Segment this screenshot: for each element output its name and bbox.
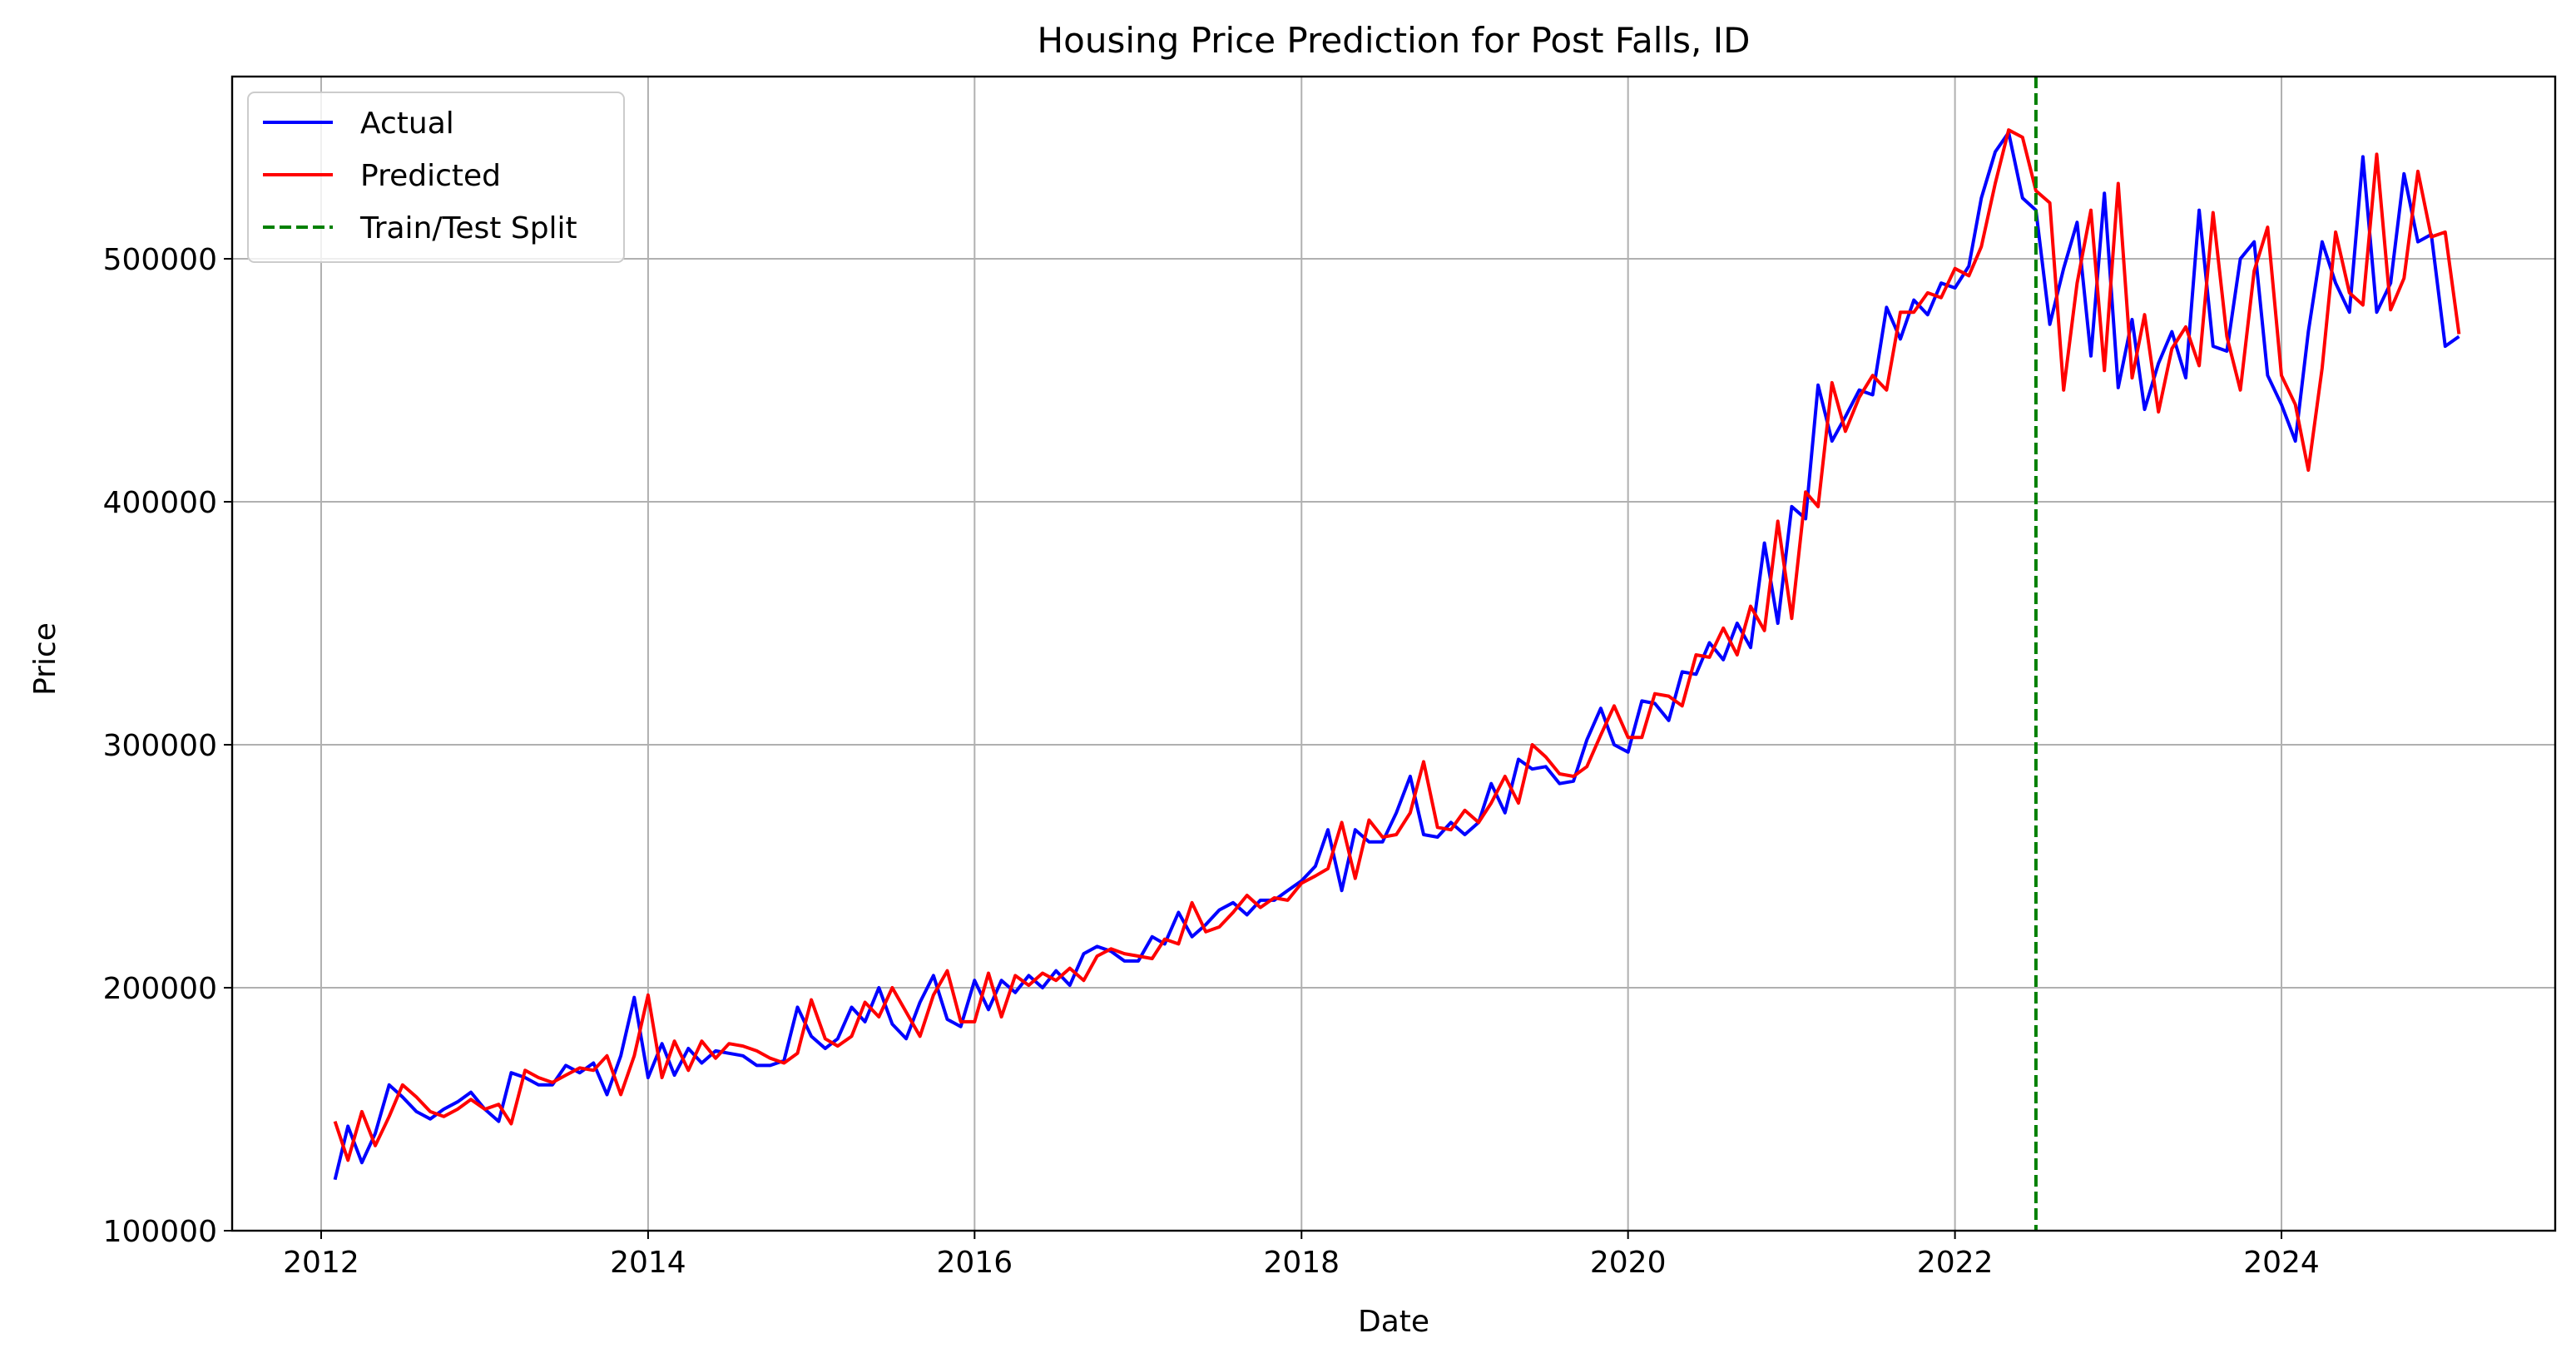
- legend-label-actual: Actual: [360, 107, 454, 141]
- legend: Actual Predicted Train/Test Split: [247, 92, 625, 263]
- x-tick-label: 2018: [1263, 1246, 1340, 1280]
- x-tick-label: 2020: [1590, 1246, 1667, 1280]
- axis-ticks: 2012 2014 2016 2018 2020 2022 2024 100000 200000…: [103, 243, 2320, 1280]
- actual-series-line: [333, 131, 2460, 1181]
- x-tick-label: 2022: [1917, 1246, 1994, 1280]
- y-axis-label: Price: [28, 622, 62, 696]
- legend-box: [247, 92, 625, 263]
- x-axis-label: Date: [1358, 1305, 1429, 1339]
- plot-frame: [230, 75, 2557, 1232]
- x-tick-label: 2012: [283, 1246, 359, 1280]
- x-tick-label: 2024: [2243, 1246, 2320, 1280]
- y-tick-label: 500000: [103, 243, 217, 277]
- series-lines: [333, 77, 2461, 1231]
- y-tick-label: 400000: [103, 486, 217, 520]
- y-tick-label: 100000: [103, 1215, 217, 1249]
- chart-title: Housing Price Prediction for Post Falls,…: [1038, 20, 1751, 61]
- predicted-series-line: [333, 128, 2461, 1162]
- legend-label-predicted: Predicted: [360, 159, 501, 193]
- x-tick-label: 2016: [937, 1246, 1013, 1280]
- y-tick-label: 300000: [103, 729, 217, 763]
- y-tick-label: 200000: [103, 972, 217, 1006]
- x-tick-label: 2014: [610, 1246, 686, 1280]
- legend-label-split: Train/Test Split: [359, 211, 577, 245]
